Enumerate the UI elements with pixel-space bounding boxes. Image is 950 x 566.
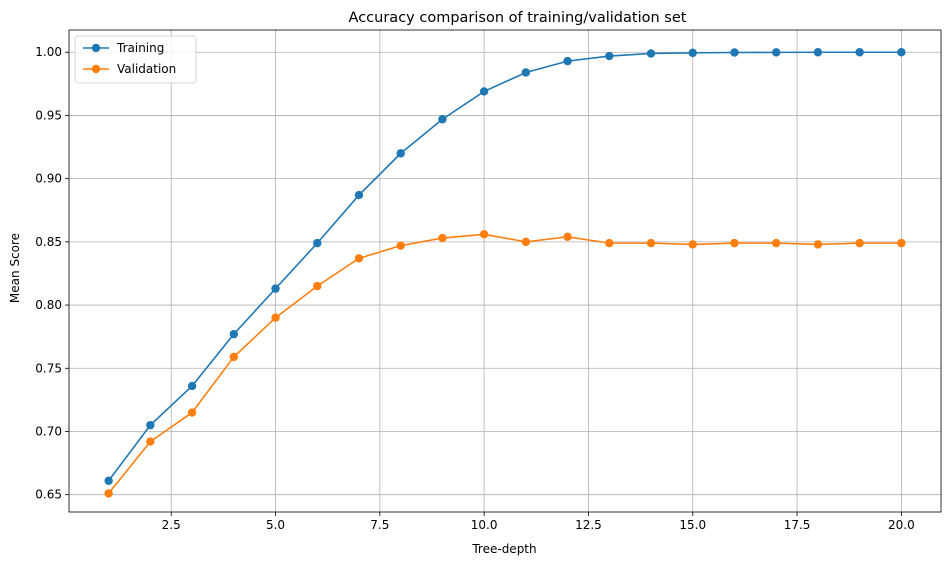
x-tick-label: 5.0: [266, 518, 285, 532]
data-point: [354, 254, 364, 263]
data-point: [271, 284, 280, 293]
data-point: [271, 313, 280, 322]
data-point: [521, 68, 531, 77]
legend-label: Validation: [117, 62, 176, 76]
plot-frame: [68, 29, 942, 513]
data-point: [146, 420, 155, 430]
series-validation: [104, 230, 906, 498]
x-tick-label: 7.5: [370, 518, 389, 532]
data-point: [855, 238, 864, 248]
data-point: [730, 48, 739, 57]
y-tick-label: 1.00: [35, 45, 62, 59]
data-point: [521, 237, 531, 247]
data-point: [688, 48, 697, 58]
series-training: [104, 48, 906, 485]
data-point: [187, 381, 197, 391]
data-point: [771, 48, 781, 57]
x-tick-label: 10.0: [471, 518, 498, 532]
data-point: [396, 149, 405, 158]
legend-swatch-marker: [91, 64, 101, 74]
x-tick-label: 17.5: [784, 518, 811, 532]
data-point: [563, 56, 572, 66]
data-point: [438, 233, 447, 243]
data-point: [897, 238, 906, 248]
data-point: [897, 48, 906, 57]
data-point: [313, 281, 322, 291]
y-axis-label: Mean Score: [8, 233, 22, 303]
legend-item: Validation: [83, 62, 176, 76]
series-line: [108, 51, 902, 482]
data-point: [187, 408, 197, 417]
data-point: [438, 115, 447, 124]
axes: 2.5 5.0 7.5 10.0 12.5 15.0 17.5 20.0 0.65 0.70 0.7…: [35, 29, 942, 532]
data-point: [563, 232, 572, 242]
y-tick-label: 0.90: [35, 172, 62, 186]
data-point: [479, 87, 489, 96]
grid: [69, 30, 941, 512]
y-tick-label: 0.80: [35, 298, 62, 312]
data-point: [605, 238, 614, 248]
data-point: [730, 238, 739, 248]
data-point: [646, 238, 656, 248]
data-point: [605, 51, 614, 61]
legend: Training Validation: [74, 35, 197, 84]
data-point: [479, 230, 489, 239]
data-point: [855, 48, 864, 57]
y-tick-label: 0.95: [35, 108, 62, 122]
y-tick-label: 0.65: [35, 488, 62, 502]
legend-label: Training: [116, 41, 164, 55]
data-point: [354, 190, 364, 200]
data-point: [396, 241, 405, 250]
data-point: [646, 49, 656, 58]
data-point: [146, 437, 155, 446]
data-point: [813, 240, 823, 249]
y-tick-label: 0.75: [35, 361, 62, 375]
x-axis-label: Tree-depth: [471, 542, 536, 556]
data-point: [104, 489, 113, 498]
chart-title: Accuracy comparison of training/validati…: [349, 10, 687, 26]
y-tick-label: 0.85: [35, 235, 62, 249]
data-point: [229, 352, 239, 362]
series-group: [104, 48, 906, 498]
x-tick-label: 20.0: [888, 518, 915, 532]
legend-item: Training: [83, 41, 164, 55]
data-point: [688, 240, 697, 249]
data-point: [104, 476, 113, 485]
x-tick-label: 15.0: [679, 518, 706, 532]
series-line: [108, 233, 902, 494]
data-point: [313, 238, 322, 248]
y-tick-label: 0.70: [35, 424, 62, 438]
data-point: [229, 329, 239, 339]
data-point: [771, 238, 781, 248]
x-tick-label: 12.5: [575, 518, 602, 532]
data-point: [813, 48, 823, 57]
x-tick-label: 2.5: [162, 518, 181, 532]
legend-swatch-marker: [91, 43, 101, 53]
